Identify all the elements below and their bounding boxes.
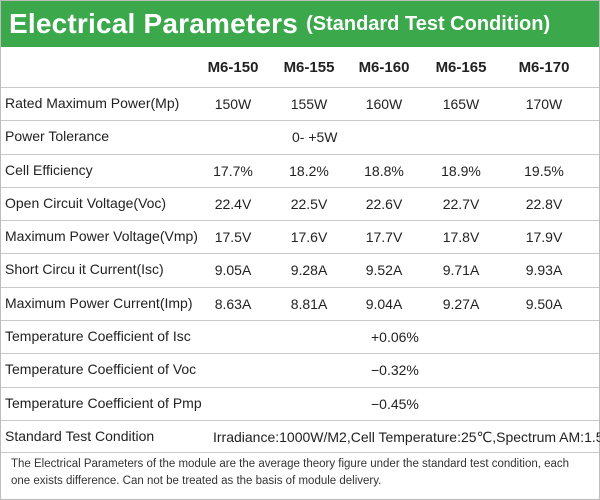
- section-subtitle: (Standard Test Condition): [306, 12, 551, 35]
- row-label: Temperature Coefficient of Voc: [5, 361, 197, 378]
- table-row: Short Circu it Current(Isc) 9.05A 9.28A …: [1, 253, 599, 286]
- cell-value: 22.8V: [525, 195, 563, 212]
- cell-value: 17.7%: [213, 162, 253, 179]
- cell-value: 9.05A: [214, 262, 252, 279]
- cell-value: 22.6V: [365, 195, 403, 212]
- row-label: Temperature Coefficient of Isc: [5, 328, 191, 345]
- cell-value: 18.8%: [364, 162, 404, 179]
- footnote: The Electrical Parameters of the module …: [11, 458, 570, 487]
- cell-value: −0.45%: [371, 395, 419, 412]
- table-row: Temperature Coefficient of Isc +0.06%: [1, 320, 599, 353]
- cell-value: 9.04A: [365, 295, 403, 312]
- row-label: Temperature Coefficient of Pmp: [5, 394, 202, 411]
- cell-value: 9.52A: [365, 262, 403, 279]
- section-header: Electrical Parameters (Standard Test Con…: [1, 1, 599, 47]
- cell-value: 150W: [214, 96, 252, 112]
- cell-value: 22.7V: [442, 195, 480, 212]
- model-header-row: M6-150 M6-155 M6-160 M6-165 M6-170: [1, 59, 600, 83]
- cell-value: 18.9%: [441, 162, 481, 179]
- model-header: M6-165: [435, 59, 487, 76]
- cell-value: 19.5%: [524, 162, 564, 179]
- table-row: Standard Test Condition Irradiance:1000W…: [1, 419, 600, 454]
- cell-value: +0.06%: [371, 329, 419, 346]
- model-header: M6-160: [358, 59, 410, 76]
- cell-value: −0.32%: [371, 362, 419, 379]
- cell-value: 165W: [442, 96, 480, 112]
- row-label: Open Circuit Voltage(Voc): [5, 194, 167, 211]
- cell-value: 17.8V: [442, 229, 480, 246]
- cell-value: 9.28A: [290, 262, 328, 279]
- row-label: Short Circu it Current(Isc): [5, 261, 164, 278]
- cell-value: 8.63A: [214, 295, 252, 312]
- cell-value: 155W: [290, 96, 328, 112]
- table-row: Rated Maximum Power(Mp) 150W 155W 160W 1…: [1, 87, 599, 120]
- table-row: Open Circuit Voltage(Voc) 22.4V 22.5V 22…: [1, 186, 599, 220]
- cell-value: 8.81A: [290, 295, 328, 312]
- row-label: Standard Test Condition: [5, 427, 155, 444]
- cell-value: 22.5V: [290, 195, 328, 212]
- row-label: Cell Efficiency: [5, 161, 93, 178]
- row-label: Power Tolerance: [5, 128, 110, 145]
- table-row: Temperature Coefficient of Pmp −0.45%: [1, 386, 599, 420]
- cell-value: Irradiance:1000W/M2,Cell Temperature:25℃…: [213, 428, 600, 445]
- cell-value: 9.93A: [525, 262, 563, 279]
- model-header: M6-170: [518, 59, 570, 76]
- cell-value: 22.4V: [214, 195, 252, 212]
- cell-value: 17.5V: [214, 229, 252, 246]
- model-header: M6-150: [207, 59, 259, 76]
- cell-value: 0- +5W: [292, 129, 338, 146]
- cell-value: 17.7V: [365, 229, 403, 246]
- row-label: Maximum Power Voltage(Vmp): [5, 228, 198, 245]
- model-header: M6-155: [283, 59, 335, 76]
- cell-value: 17.9V: [525, 229, 563, 246]
- section-title: Electrical Parameters: [9, 8, 299, 39]
- cell-value: 9.27A: [442, 295, 480, 312]
- table-row: Power Tolerance 0- +5W: [1, 120, 599, 153]
- row-label: Maximum Power Current(Imp): [5, 294, 193, 311]
- parameter-table: Rated Maximum Power(Mp) 150W 155W 160W 1…: [1, 87, 600, 454]
- table-row: Maximum Power Voltage(Vmp) 17.5V 17.6V 1…: [1, 220, 599, 253]
- row-label: Rated Maximum Power(Mp): [5, 95, 180, 111]
- table-row: Temperature Coefficient of Voc −0.32%: [1, 353, 599, 386]
- cell-value: 18.2%: [289, 162, 329, 179]
- table-row: Maximum Power Current(Imp) 8.63A 8.81A 9…: [1, 286, 599, 320]
- cell-value: 17.6V: [290, 229, 328, 246]
- table-row: Cell Efficiency 17.7% 18.2% 18.8% 18.9% …: [1, 153, 599, 187]
- cell-value: 9.71A: [442, 262, 480, 279]
- cell-value: 170W: [525, 96, 563, 112]
- cell-value: 9.50A: [525, 295, 563, 312]
- cell-value: 160W: [365, 96, 403, 112]
